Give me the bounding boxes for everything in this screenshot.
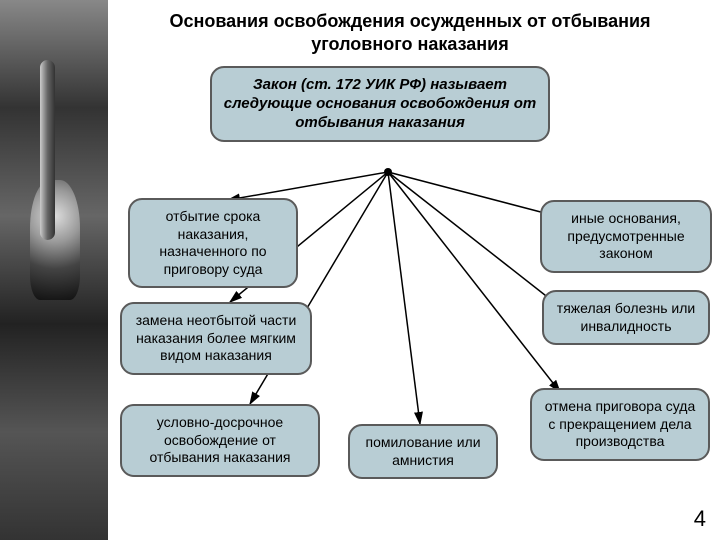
page-number: 4 <box>694 506 706 532</box>
ground-term-served: отбытие срока наказания, назначенного по… <box>128 198 298 288</box>
ground-sentence-cancel: отмена приговора суда с прекращением дел… <box>530 388 710 461</box>
ground-parole: условно-досрочное освобождение от отбыва… <box>120 404 320 477</box>
page-title: Основания освобождения осужденных от отб… <box>130 10 690 57</box>
ground-pardon-amnesty: помилование или амнистия <box>348 424 498 479</box>
ground-illness: тяжелая болезнь или инвалидность <box>542 290 710 345</box>
law-source-box: Закон (ст. 172 УИК РФ) называет следующи… <box>210 66 550 142</box>
ground-replacement: замена неотбытой части наказания более м… <box>120 302 312 375</box>
ground-other: иные основания, предусмотренные законом <box>540 200 712 273</box>
